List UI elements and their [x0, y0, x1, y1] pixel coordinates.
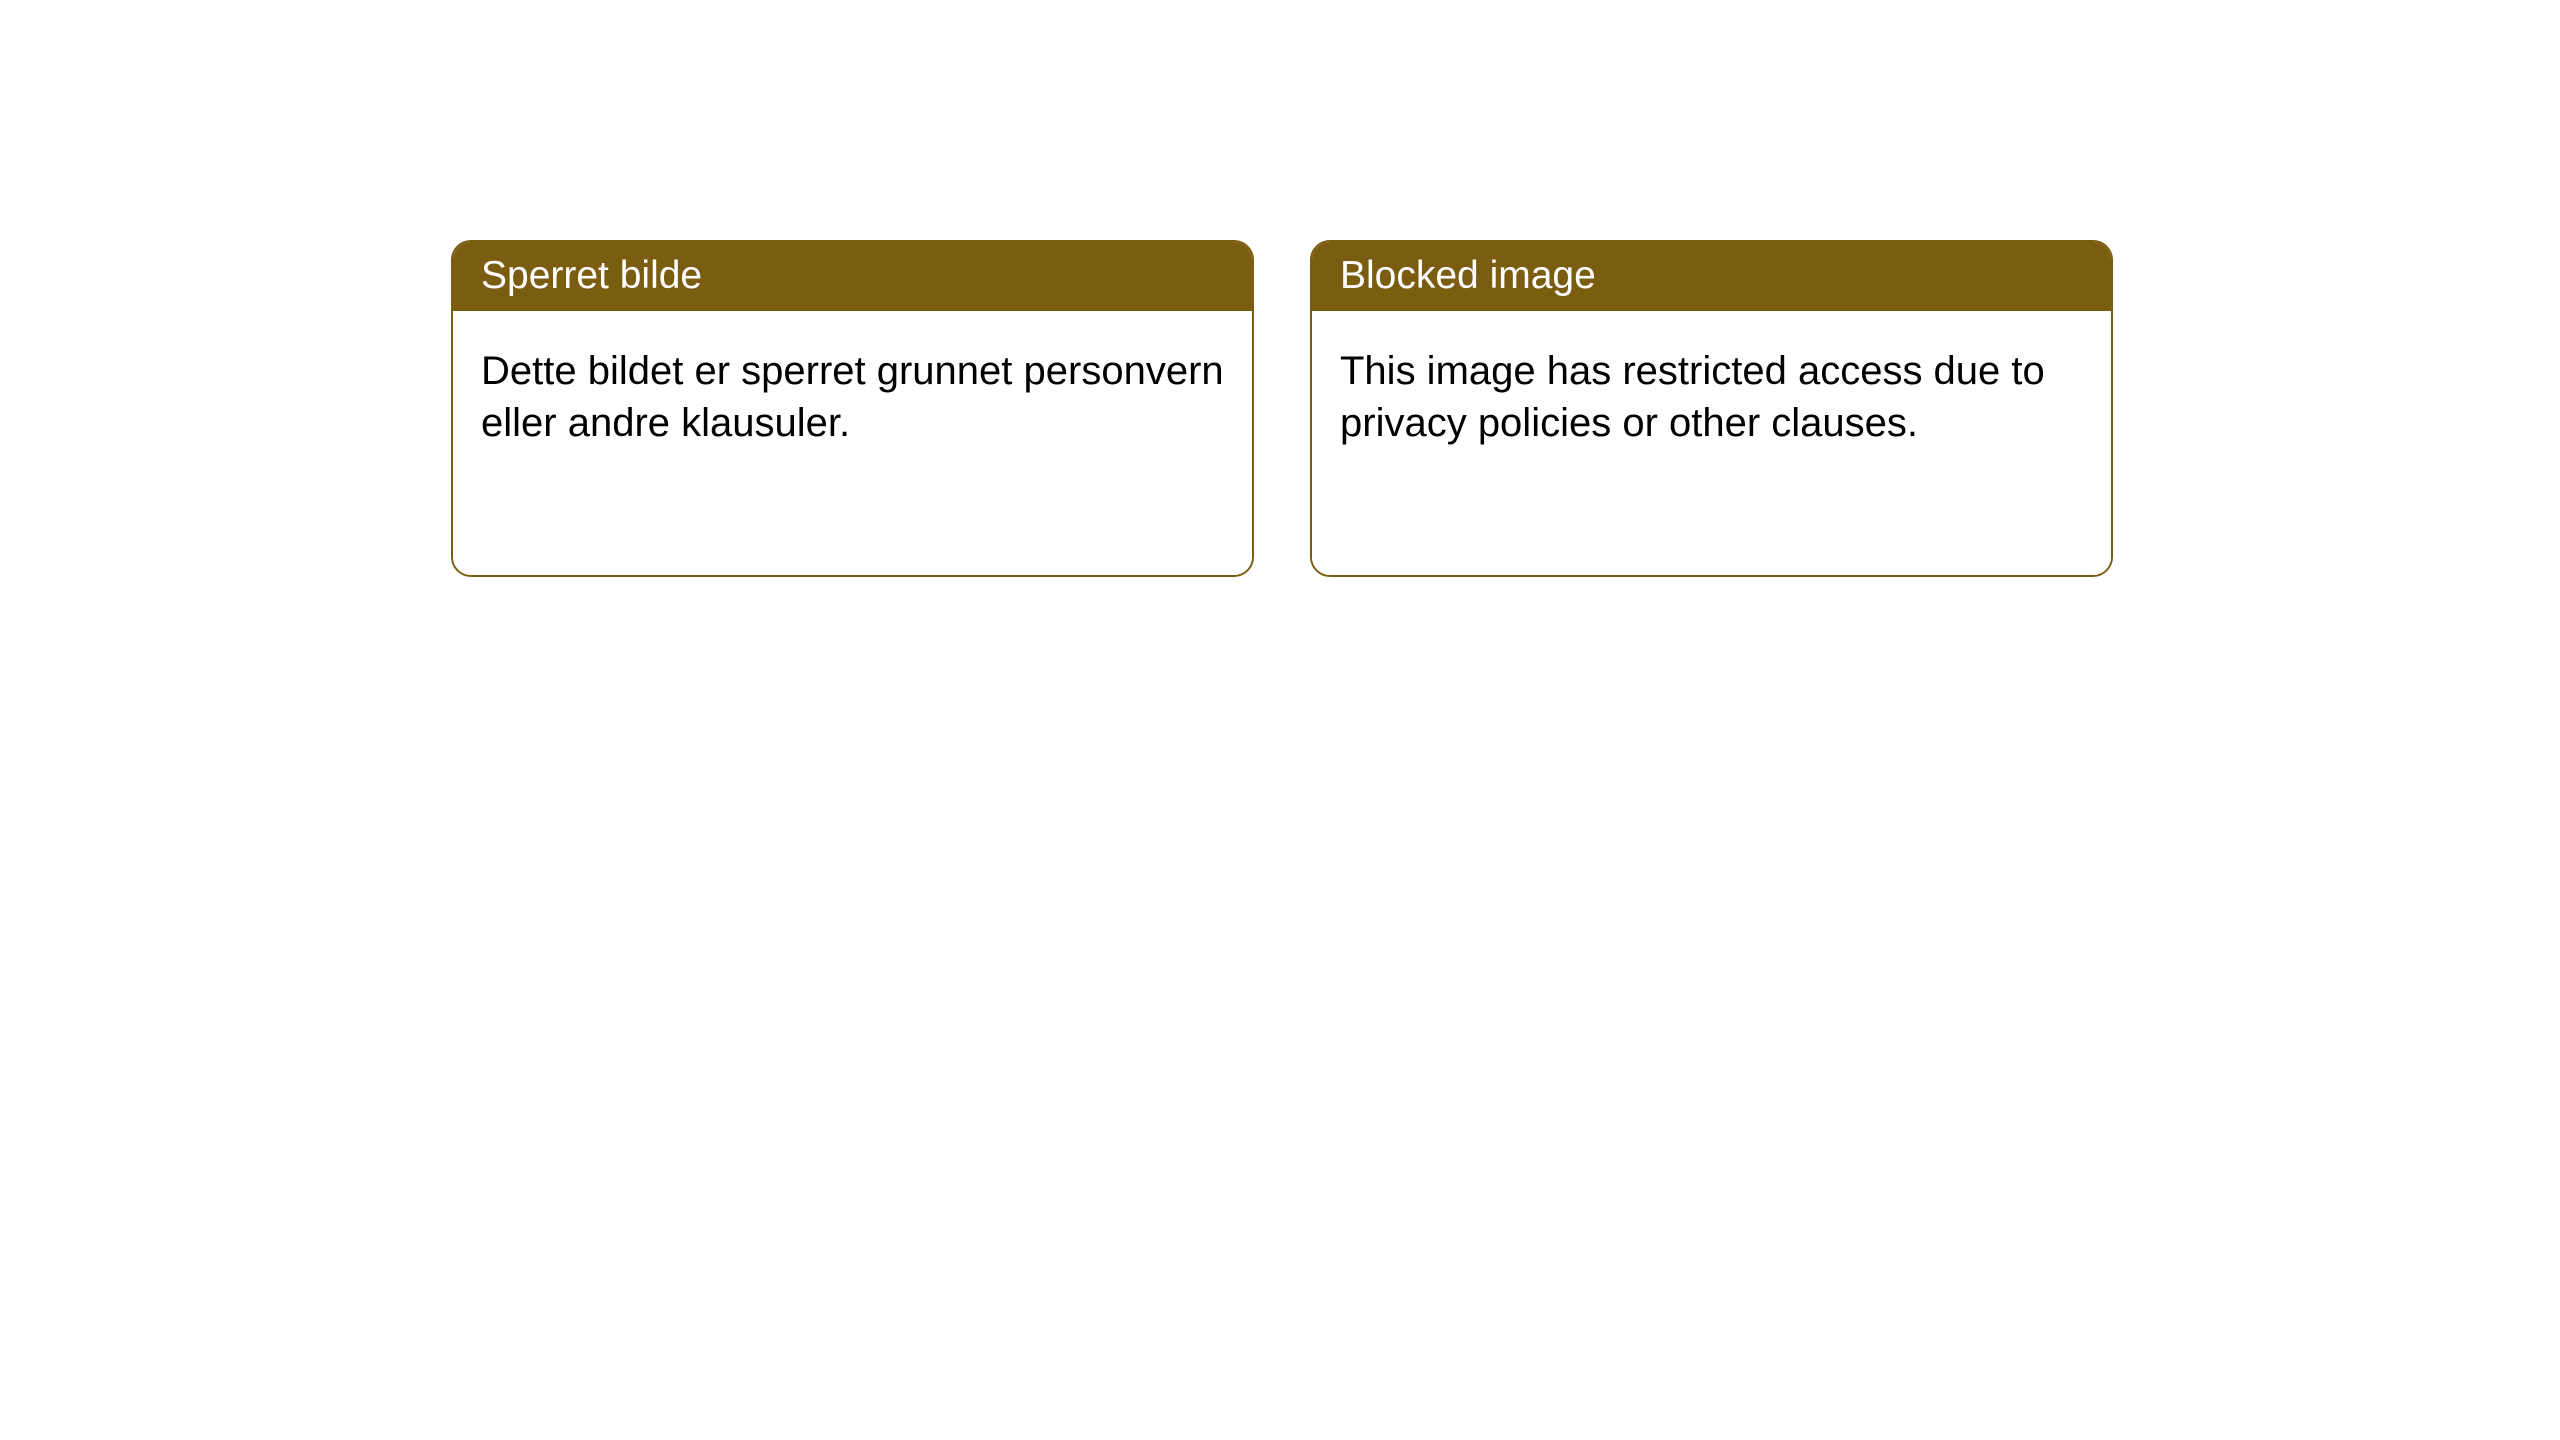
notice-card-norwegian: Sperret bilde Dette bildet er sperret gr… — [451, 240, 1254, 577]
card-title: Blocked image — [1312, 242, 2111, 311]
card-title: Sperret bilde — [453, 242, 1252, 311]
notice-card-english: Blocked image This image has restricted … — [1310, 240, 2113, 577]
card-body-text: Dette bildet er sperret grunnet personve… — [453, 311, 1252, 575]
card-body-text: This image has restricted access due to … — [1312, 311, 2111, 575]
notice-cards-container: Sperret bilde Dette bildet er sperret gr… — [451, 240, 2113, 577]
